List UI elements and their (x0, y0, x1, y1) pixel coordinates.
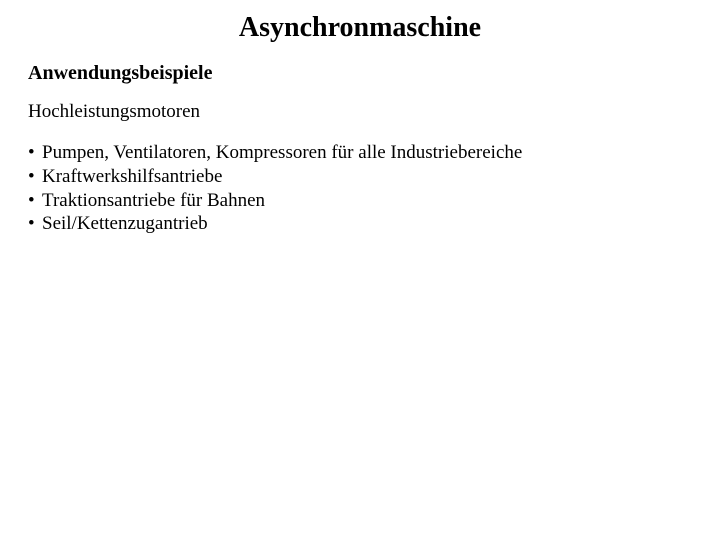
list-item: Kraftwerkshilfsantriebe (28, 165, 692, 189)
page-title: Asynchronmaschine (28, 12, 692, 44)
section-heading: Anwendungsbeispiele (28, 62, 692, 85)
bullet-list: Pumpen, Ventilatoren, Kompressoren für a… (28, 141, 692, 236)
list-item: Traktionsantriebe für Bahnen (28, 189, 692, 213)
list-item: Pumpen, Ventilatoren, Kompressoren für a… (28, 141, 692, 165)
subheading: Hochleistungsmotoren (28, 101, 692, 123)
list-item: Seil/Kettenzugantrieb (28, 212, 692, 236)
